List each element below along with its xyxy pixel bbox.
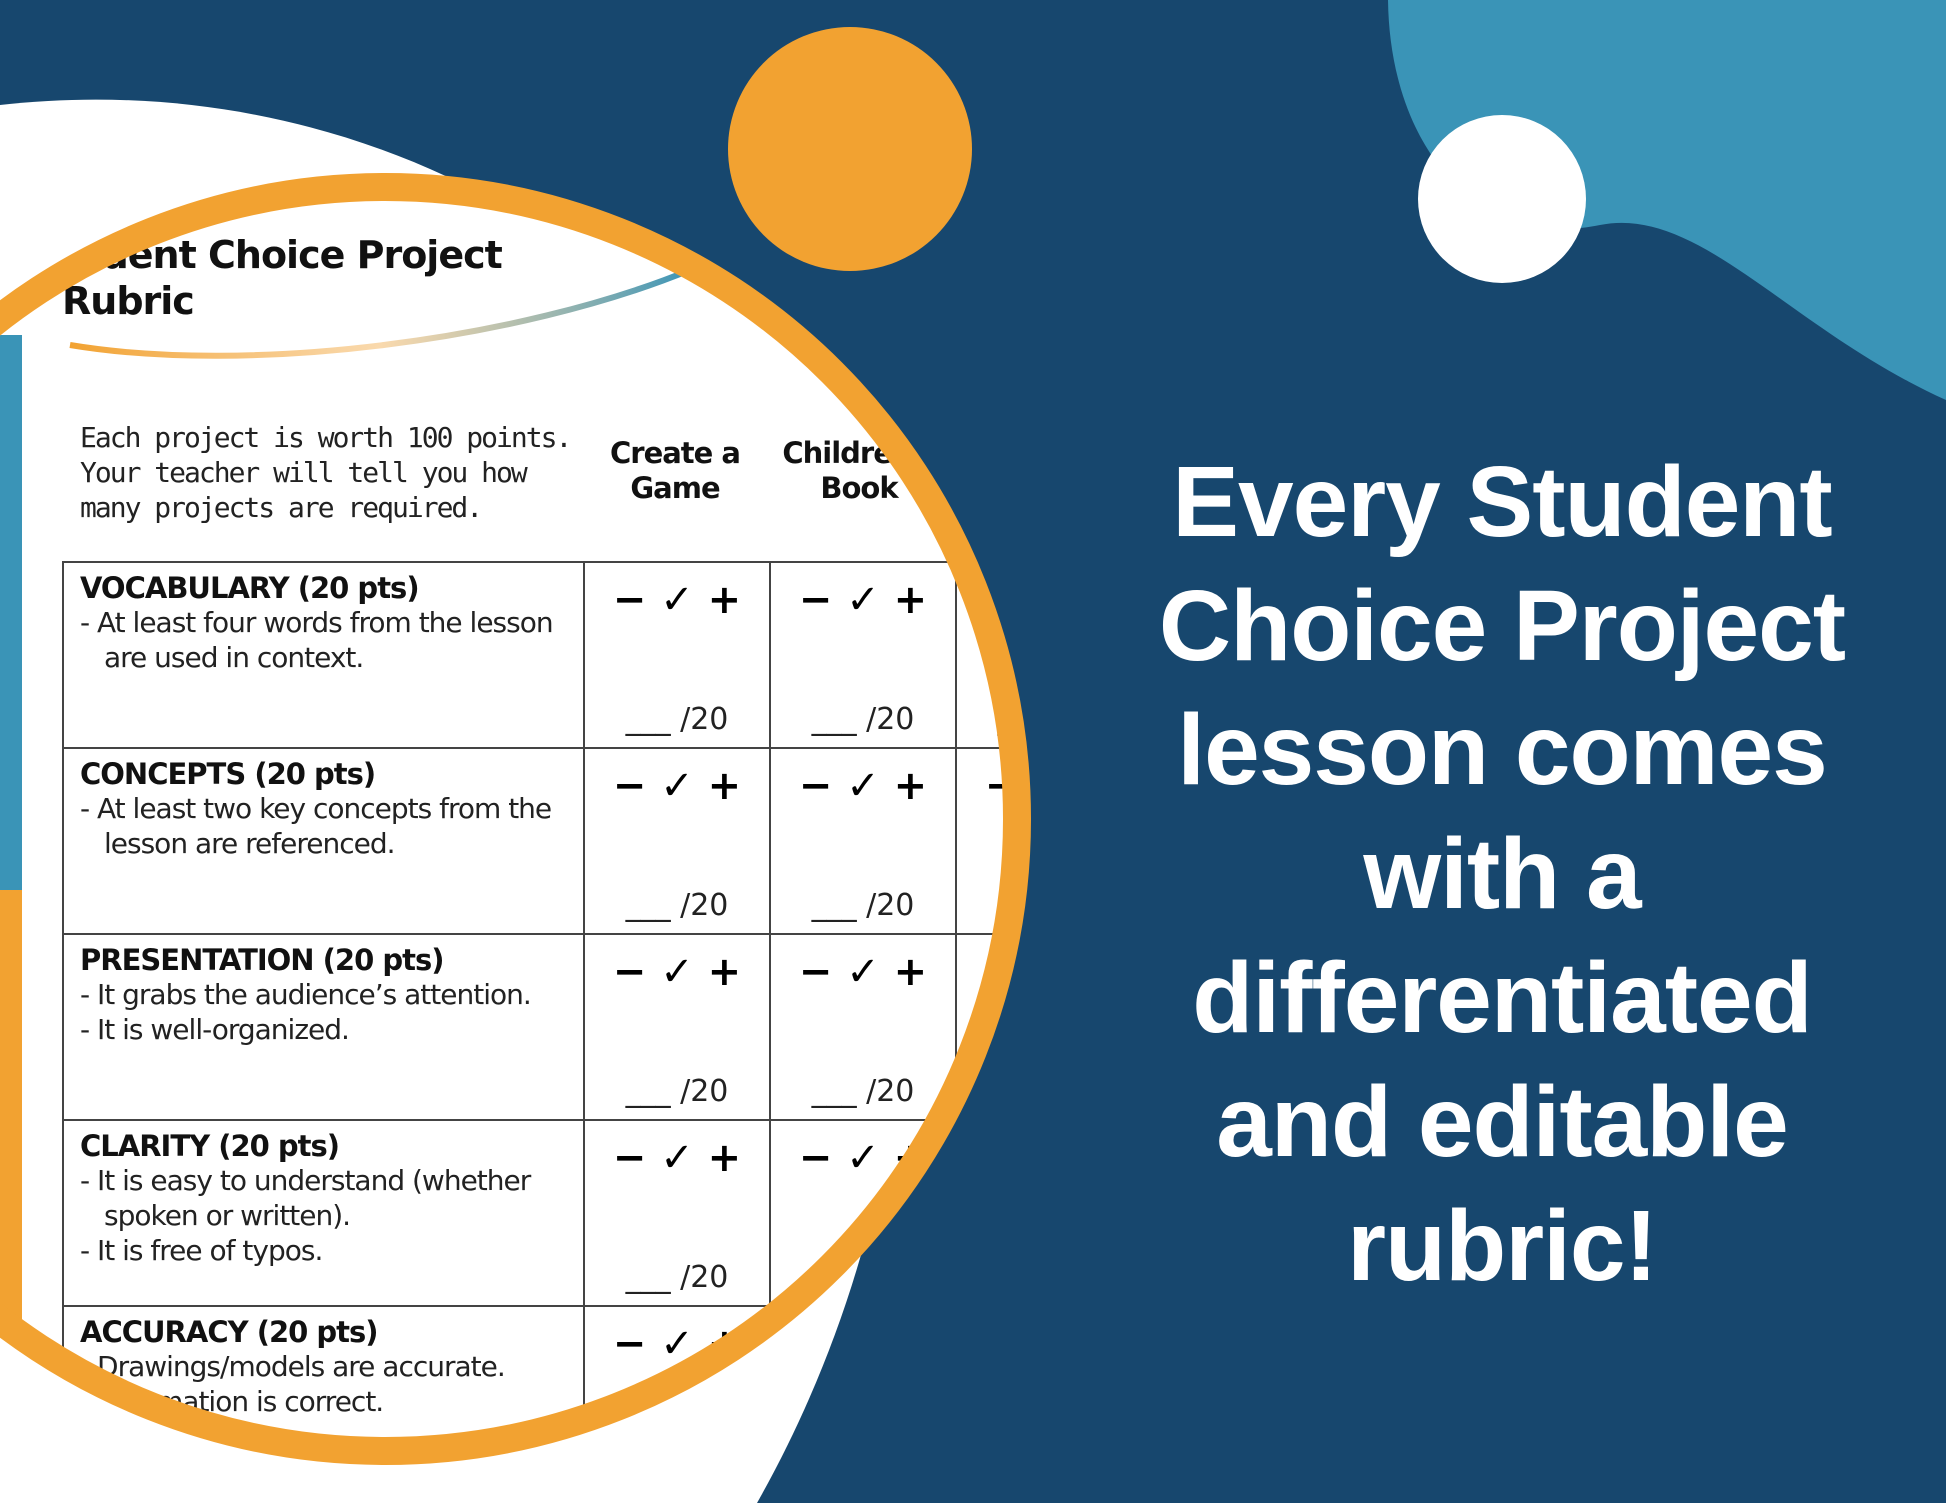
criterion-label: VOCABULARY (20 pts) [80,571,420,605]
headline-line: Choice Project [1158,570,1846,682]
column-header-create-game: Create a Game [609,436,741,505]
headline-line: differentiated [1192,942,1812,1054]
score-cell[interactable]: − ✓ + ___ /20 [769,747,957,935]
score-cell[interactable]: − ✓ +___ /20 [955,747,1114,935]
headline-line: Every Student [1172,446,1832,558]
criterion-cell: CONCEPTS (20 pts) - At least two key conc… [62,747,585,935]
score-blank[interactable]: ___ /20 [811,1074,915,1109]
light-blue-blob [1388,0,1946,400]
criterion-bullet: - At least four words from the lesson ar… [80,606,554,674]
criterion-cell: VOCABULARY (20 pts) - At least four words… [62,561,585,749]
marks-minus-check-plus[interactable]: − ✓ + [612,577,742,623]
headline-line: lesson comes [1177,694,1827,806]
headline-line: rubric! [1347,1190,1658,1302]
score-blank[interactable]: ___ /20 [625,1260,729,1295]
marks-minus-check-plus[interactable]: − ✓ + [798,577,928,623]
score-cell[interactable]: − ✓ + ___ /20 [583,747,771,935]
score-blank[interactable]: ___ /20 [625,702,729,737]
headline: Every Student Choice Project lesson comes w… [1120,440,1884,1308]
criterion-bullet: - Drawings/models are accurate. [80,1350,506,1383]
score-blank[interactable]: ___ /20 [625,1074,729,1109]
criterion-label: CLARITY (20 pts) [80,1129,340,1163]
criterion-cell: CLARITY (20 pts) - It is easy to understa… [62,1119,585,1307]
white-dot [1418,115,1586,283]
criterion-bullet: - It grabs the audience’s attention. [80,978,532,1011]
score-blank[interactable]: ___ /20 [811,888,915,923]
score-cell[interactable]: − ✓ + ___ /20 [583,933,771,1121]
score-cell[interactable]: − ✓ + ___ /20 [583,1119,771,1307]
criterion-cell: PRESENTATION (20 pts) - It grabs the audi… [62,933,585,1121]
rubric-intro: Each project is worth 100 points. Your t… [80,421,572,524]
criterion-label: CONCEPTS (20 pts) [80,757,376,791]
score-blank[interactable]: ___ /20 [625,888,729,923]
marks-minus-check-plus[interactable]: − ✓ + [984,763,1114,809]
score-cell[interactable]: − ✓ + ___ /20 [769,561,957,749]
table-row: VOCABULARY (20 pts) - At least four words… [62,561,1005,749]
marks-minus-check-plus[interactable]: − ✓ + [612,763,742,809]
marks-minus-check-plus[interactable]: − ✓ + [798,949,928,995]
orange-dot [728,27,972,271]
score-blank[interactable]: ___ /20 [811,702,915,737]
headline-line: with a [1363,818,1641,930]
criterion-bullet: - It is well-organized. [80,1013,350,1046]
table-row: CONCEPTS (20 pts) - At least two key conc… [62,747,1114,935]
title-line-2: Rubric [62,279,195,323]
table-row: PRESENTATION (20 pts) - It grabs the audi… [62,933,1005,1121]
marks-minus-check-plus[interactable]: − ✓ + [798,763,928,809]
criterion-bullet: - It is easy to understand (whether spok… [80,1164,531,1232]
score-cell[interactable]: − ✓ + ___ /20 [583,561,771,749]
document-orange-border [0,890,22,1439]
marks-minus-check-plus[interactable]: − ✓ + [612,949,742,995]
headline-line: and editable [1216,1066,1788,1178]
criterion-bullet: - It is free of typos. [80,1234,323,1267]
document-blue-border [0,335,22,890]
criterion-label: ACCURACY (20 pts) [80,1315,379,1349]
title-swoosh [69,267,692,359]
score-cell[interactable]: − ✓ + ___ /20 [769,933,957,1121]
marks-minus-check-plus[interactable]: − ✓ + [612,1135,742,1181]
criterion-label: PRESENTATION (20 pts) [80,943,445,977]
criterion-bullet: - At least two key concepts from the les… [80,792,552,860]
